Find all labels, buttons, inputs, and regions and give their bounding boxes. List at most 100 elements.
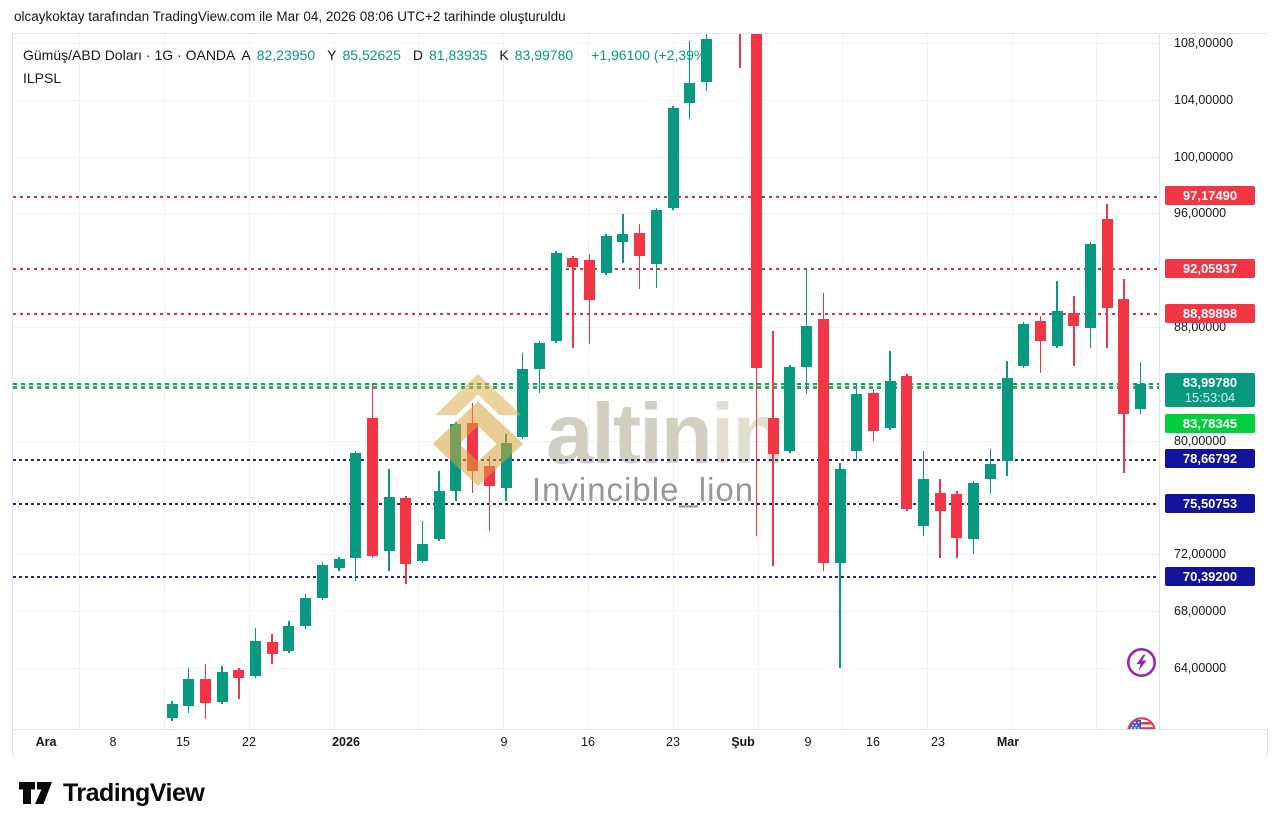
time-axis[interactable]: Ara 8 15 22 2026 9 16 23 Şub 9 16 23 Mar (13, 729, 1267, 755)
h-gridline (13, 99, 1159, 101)
time-axis-label: 9 (804, 735, 812, 749)
candle-wick (688, 41, 691, 119)
candle-body (851, 394, 863, 451)
v-gridline (1012, 34, 1013, 729)
time-axis-label: 23 (666, 735, 680, 749)
candle-body (700, 39, 712, 83)
time-axis-label: 8 (109, 735, 117, 749)
candle-body (366, 418, 378, 557)
price-level-line (13, 195, 1159, 198)
candle-body (250, 640, 261, 677)
candle-body (867, 393, 879, 431)
candle-body (350, 452, 362, 559)
time-axis-label: 23 (931, 735, 945, 749)
price-badge: 75,50753 (1165, 493, 1255, 513)
candle-body (1135, 383, 1147, 409)
price-chart-plot[interactable]: altinin Invincible_lion Gümüş/ABD Doları… (13, 34, 1159, 729)
watermark-username: Invincible_lion (531, 471, 755, 508)
candle-body (333, 559, 345, 568)
time-axis-label: Ara (35, 735, 57, 749)
ohlc-item: A 82,23950 (241, 47, 316, 63)
v-gridline (1096, 34, 1097, 729)
candle-body (533, 343, 545, 370)
price-level-line (13, 503, 1159, 506)
v-gridline (588, 34, 589, 729)
price-axis-label: 100,00000 (1174, 149, 1234, 164)
candle-wick (572, 256, 574, 348)
v-gridline (673, 34, 674, 729)
lightning-icon[interactable] (1126, 647, 1157, 678)
chart-container: altinin Invincible_lion Gümüş/ABD Doları… (12, 33, 1268, 755)
candle-body (617, 233, 629, 242)
candle-wick (739, 34, 741, 68)
price-badge: 83,78345 (1165, 413, 1255, 433)
candle-body (934, 492, 946, 512)
candle-body (283, 626, 295, 652)
h-gridline (13, 43, 1159, 44)
v-gridline (758, 34, 759, 729)
candle-body (918, 478, 929, 526)
tradingview-wordmark: TradingView (63, 779, 205, 807)
candle-body (684, 83, 696, 104)
candle-body (968, 483, 980, 539)
candle-body (884, 380, 896, 428)
v-gridline (842, 34, 843, 729)
price-axis-label: 72,00000 (1174, 547, 1227, 562)
candle-wick (839, 463, 841, 668)
candle-body (199, 679, 211, 703)
v-gridline (334, 34, 335, 729)
price-level-line (13, 458, 1159, 461)
time-axis-label: 16 (581, 735, 595, 749)
h-gridline (13, 156, 1159, 158)
current-price-badge: 83,99780 15:53:04 (1165, 372, 1255, 407)
price-axis-label: 108,00000 (1174, 36, 1234, 50)
candle-body (751, 34, 762, 369)
price-badge: 78,66792 (1165, 449, 1255, 468)
candle-body (550, 253, 562, 342)
indicator-label[interactable]: ILPSL (23, 70, 62, 86)
ohlc-item: Y 85,52625 (327, 47, 401, 63)
candle-body (1101, 218, 1113, 308)
price-level-line (13, 313, 1159, 316)
h-gridline (13, 327, 1159, 328)
candle-body (1051, 310, 1063, 347)
v-gridline (164, 34, 165, 729)
ohlc-values: A 82,23950 Y 85,52625 D 81,83935 K 83,99780 (241, 47, 585, 63)
price-axis-label: 96,00000 (1174, 206, 1227, 221)
v-gridline (79, 34, 80, 729)
candle-body (467, 422, 479, 471)
candle-body (183, 679, 195, 706)
candle-wick (488, 455, 491, 532)
v-gridline (503, 34, 504, 729)
candle-wick (1073, 296, 1075, 367)
tradingview-logo[interactable]: TradingView (18, 779, 205, 808)
price-level-line (13, 576, 1159, 579)
attribution-text: olcaykoktay tarafından TradingView.com i… (14, 9, 566, 24)
time-axis-label: 2026 (332, 735, 360, 749)
candle-body (1085, 243, 1096, 328)
price-axis-label: 68,00000 (1174, 603, 1227, 618)
candle-body (1118, 299, 1130, 415)
price-axis[interactable]: 108,00000 104,00000 100,00000 96,00000 88,00… (1159, 34, 1268, 729)
symbol-title[interactable]: Gümüş/ABD Doları · 1G · OANDA (23, 47, 236, 63)
candle-body (166, 704, 178, 719)
candle-body (650, 209, 662, 264)
candle-body (266, 641, 278, 655)
candle-body (767, 418, 779, 454)
candle-body (1018, 324, 1030, 367)
time-axis-label: 15 (176, 735, 190, 749)
candle-body (1034, 321, 1046, 342)
h-gridline (13, 667, 1159, 669)
ohlc-item: K 83,99780 (499, 47, 574, 63)
price-level-line (13, 385, 1159, 389)
time-axis-label: Mar (996, 735, 1020, 749)
v-gridline (418, 34, 419, 729)
candle-body (216, 672, 228, 702)
candle-wick (238, 667, 240, 700)
candle-body (400, 497, 412, 564)
v-gridline (249, 34, 250, 729)
candle-body (483, 466, 495, 487)
us-flag-icon[interactable] (1126, 716, 1157, 729)
candle-body (1068, 312, 1080, 326)
